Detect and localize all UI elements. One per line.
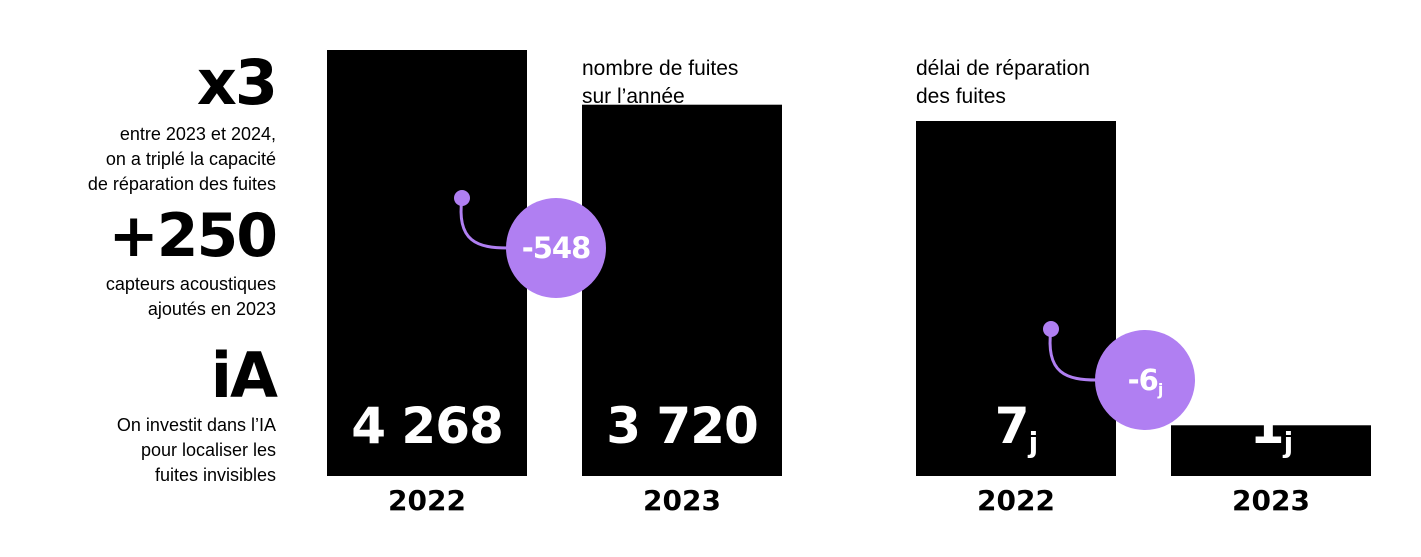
connector-line	[1048, 328, 1098, 382]
stat-value: iA	[210, 339, 278, 412]
category-label: 2022	[388, 484, 466, 517]
bar-value-label: 3 720	[606, 397, 758, 455]
difference-badge	[1095, 330, 1195, 430]
difference-label: -6j	[1128, 363, 1163, 399]
connector-line	[459, 197, 509, 250]
stat-acoustic-sensors: +250 capteurs acoustiques ajoutés en 202…	[106, 201, 278, 322]
bar-value-label: 1j	[1250, 397, 1292, 459]
stat-description-line: de réparation des fuites	[87, 174, 276, 194]
stat-description: capteurs acoustiques ajoutés en 2023	[106, 272, 276, 322]
bar-2023	[1171, 425, 1371, 476]
chart-title-line: des fuites	[916, 85, 1006, 108]
stat-description-line: ajoutés en 2023	[147, 299, 276, 319]
stat-description-line: On investit dans l’IA	[116, 415, 276, 435]
bar-value-label: 4 268	[351, 397, 503, 455]
stat-description: entre 2023 et 2024, on a triplé la capac…	[88, 122, 276, 197]
stat-description-line: on a triplé la capacité	[105, 149, 276, 169]
difference-label: -548	[522, 231, 591, 265]
stat-description-line: entre 2023 et 2024,	[119, 124, 276, 144]
stat-description-line: capteurs acoustiques	[105, 274, 276, 294]
stat-description-line: fuites invisibles	[154, 465, 276, 485]
connector-dot	[454, 190, 470, 206]
bar-2023	[582, 104, 782, 477]
chart-title-leaks: nombre de fuites sur l’année	[582, 55, 738, 111]
category-label: 2023	[643, 484, 721, 517]
bar-2022	[327, 50, 527, 476]
stat-description: On investit dans l’IA pour localiser les…	[117, 413, 276, 488]
category-label: 2022	[977, 484, 1055, 517]
stat-repair-capacity: x3 entre 2023 et 2024, on a triplé la ca…	[88, 46, 278, 197]
difference-badge	[506, 198, 606, 298]
stat-ai-investment: iA On investit dans l’IA pour localiser …	[117, 339, 278, 488]
chart-title-line: délai de réparation	[916, 57, 1090, 80]
stat-value: x3	[196, 46, 278, 119]
category-label: 2023	[1232, 484, 1310, 517]
stat-value: +250	[108, 201, 278, 271]
connector-dot	[1043, 321, 1059, 337]
chart-title-repair-delay: délai de réparation des fuites	[916, 55, 1090, 111]
bar-value-label: 7j	[995, 397, 1037, 459]
chart-title-line: nombre de fuites	[582, 57, 739, 80]
bar-2022	[916, 121, 1116, 476]
chart-title-line: sur l’année	[582, 85, 685, 108]
stat-description-line: pour localiser les	[140, 440, 276, 460]
